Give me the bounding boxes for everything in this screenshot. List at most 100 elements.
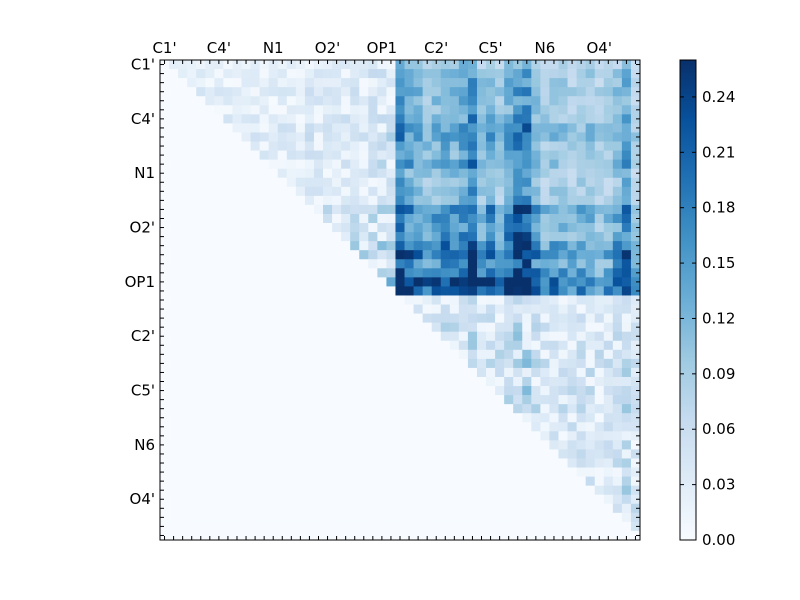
heatmap-cell <box>187 476 197 487</box>
heatmap-cell <box>612 404 623 414</box>
heatmap-cell <box>476 331 487 342</box>
heatmap-cell <box>422 404 433 414</box>
heatmap-cell <box>304 204 315 215</box>
heatmap-cell <box>341 150 351 160</box>
heatmap-cell <box>332 349 342 360</box>
heatmap-cell <box>504 60 514 70</box>
heatmap-cell <box>277 476 288 487</box>
heatmap-cell <box>576 376 587 387</box>
heatmap-cell <box>386 87 396 97</box>
heatmap-cell <box>377 204 387 215</box>
heatmap-cell <box>286 268 297 278</box>
heatmap-cell <box>585 123 596 133</box>
axis-ticks <box>160 60 640 540</box>
heatmap-cell <box>268 476 279 487</box>
heatmap-cell <box>323 413 333 423</box>
heatmap-cell <box>594 213 605 224</box>
heatmap-cell <box>187 449 197 459</box>
heatmap-cell <box>467 395 478 405</box>
heatmap-cell <box>621 304 632 314</box>
heatmap-cell <box>313 530 324 541</box>
heatmap-cell <box>558 96 568 106</box>
heatmap-cell <box>259 132 270 142</box>
heatmap-cell <box>395 186 405 197</box>
heatmap-cell <box>630 232 641 242</box>
heatmap-cell <box>531 259 541 269</box>
heatmap-cell <box>395 440 405 450</box>
heatmap-cell <box>286 331 297 342</box>
heatmap-cell <box>169 195 179 206</box>
heatmap-cell <box>513 358 523 369</box>
heatmap-cell <box>467 349 478 360</box>
heatmap-cell <box>513 60 523 70</box>
heatmap-cell <box>295 413 306 423</box>
heatmap-cell <box>630 277 641 287</box>
heatmap-cell <box>241 177 251 188</box>
heatmap-cell <box>313 395 324 405</box>
heatmap-cell <box>567 440 577 450</box>
heatmap-cell <box>187 503 197 514</box>
heatmap-cell <box>341 204 351 215</box>
heatmap-cell <box>350 494 360 505</box>
heatmap-cell <box>449 259 460 269</box>
heatmap-cell <box>241 440 251 450</box>
heatmap-cell <box>404 304 414 314</box>
heatmap-cell <box>277 195 288 206</box>
heatmap-cell <box>313 96 324 106</box>
heatmap-cell <box>178 96 188 106</box>
heatmap-cell <box>214 186 224 197</box>
heatmap-cell <box>422 286 433 296</box>
heatmap-cell <box>313 259 324 269</box>
heatmap-cell <box>205 150 215 160</box>
heatmap-cell <box>476 376 487 387</box>
heatmap-cell <box>232 96 242 106</box>
heatmap-cell <box>440 494 451 505</box>
heatmap-cell <box>205 313 215 323</box>
heatmap-cell <box>467 286 478 296</box>
heatmap-cell <box>214 512 224 523</box>
heatmap-cell <box>449 60 460 70</box>
heatmap-cell <box>540 494 550 505</box>
heatmap-cell <box>422 241 433 251</box>
heatmap-cell <box>495 413 505 423</box>
heatmap-cell <box>467 530 478 541</box>
heatmap-cell <box>377 78 387 88</box>
x-tick-label: C1' <box>152 39 176 57</box>
heatmap-cell <box>196 96 206 106</box>
heatmap-cell <box>504 69 514 79</box>
heatmap-cell <box>422 449 433 459</box>
heatmap-cell <box>268 494 279 505</box>
heatmap-cell <box>558 449 568 459</box>
heatmap-cell <box>531 114 541 124</box>
heatmap-cell <box>612 259 623 269</box>
y-tick-label: O2' <box>130 219 155 237</box>
heatmap-cell <box>630 386 641 396</box>
heatmap-cell <box>187 386 197 396</box>
heatmap-cell <box>522 304 532 314</box>
heatmap-cell <box>422 195 433 206</box>
heatmap-cell <box>259 60 270 70</box>
heatmap-cell <box>576 286 587 296</box>
heatmap-cell <box>277 159 288 170</box>
heatmap-cell <box>395 295 405 305</box>
heatmap-cell <box>205 331 215 342</box>
heatmap-cell <box>304 87 315 97</box>
heatmap-cell <box>350 232 360 242</box>
heatmap-cell <box>223 521 233 532</box>
heatmap-cell <box>304 422 315 432</box>
heatmap-cell <box>413 521 423 532</box>
heatmap-cell <box>250 422 260 432</box>
heatmap-cell <box>612 186 623 197</box>
heatmap-cell <box>304 60 315 70</box>
heatmap-cell <box>250 376 260 387</box>
heatmap-cell <box>268 69 279 79</box>
heatmap-cell <box>476 168 487 179</box>
heatmap-cell <box>558 159 568 170</box>
heatmap-cell <box>585 195 596 206</box>
heatmap-cell <box>313 485 324 496</box>
heatmap-cell <box>250 494 260 505</box>
heatmap-cell <box>567 376 577 387</box>
heatmap-cell <box>576 277 587 287</box>
heatmap-cell <box>250 503 260 514</box>
heatmap-cell <box>540 503 550 514</box>
